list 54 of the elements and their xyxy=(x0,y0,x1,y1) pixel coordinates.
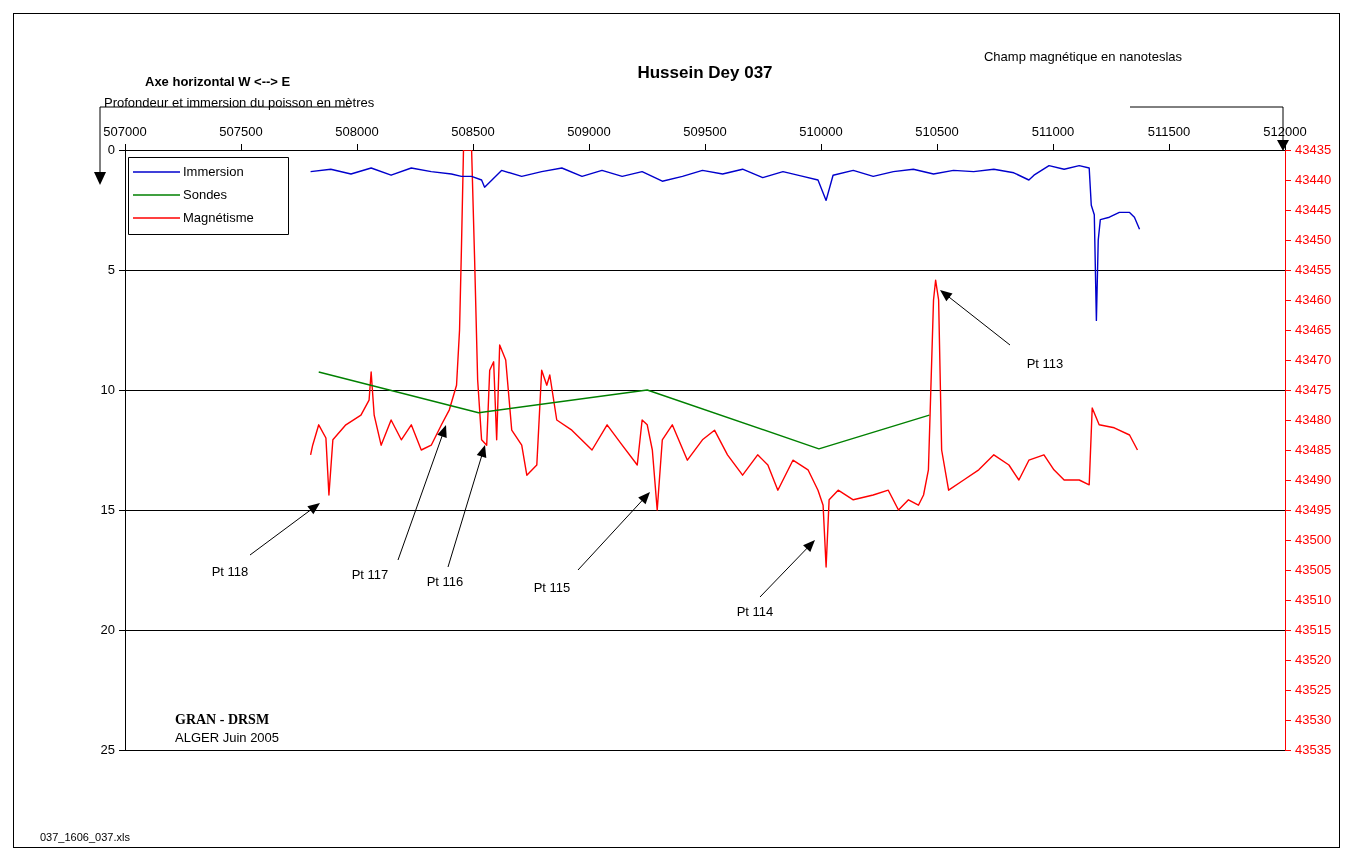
y2-tick-label: 43445 xyxy=(1295,201,1332,217)
y2-tick-label: 43505 xyxy=(1295,561,1332,577)
x-tick-label: 511000 xyxy=(1031,123,1075,139)
y2-tick-label: 43535 xyxy=(1295,741,1332,757)
y-tick-label: 5 xyxy=(107,261,115,277)
x-tick-label: 507000 xyxy=(103,123,147,139)
y2-tick-label: 43455 xyxy=(1295,261,1332,277)
chart-title: Hussein Dey 037 xyxy=(637,62,773,82)
legend-label: Sondes xyxy=(183,186,228,202)
y2-tick-label: 43530 xyxy=(1295,711,1332,727)
y-axis-title: Profondeur et immersion du poisson en mètres xyxy=(104,94,375,110)
y2-tick-label: 43490 xyxy=(1295,471,1332,487)
y2-axis-title: Champ magnétique en nanoteslas xyxy=(983,48,1183,64)
y2-tick-label: 43485 xyxy=(1295,441,1332,457)
x-tick-label: 509500 xyxy=(683,123,727,139)
y2-tick-label: 43500 xyxy=(1295,531,1332,547)
x-tick-label: 509000 xyxy=(567,123,611,139)
x-tick-label: 508000 xyxy=(335,123,379,139)
y-tick-label: 25 xyxy=(100,741,115,757)
x-tick-label: 512000 xyxy=(1263,123,1307,139)
annotation: ALGER Juin 2005 xyxy=(175,729,280,745)
y-tick-label: 15 xyxy=(100,501,115,517)
y2-tick-label: 43465 xyxy=(1295,321,1332,337)
x-tick-label: 510000 xyxy=(799,123,843,139)
y-tick-label: 0 xyxy=(107,141,115,157)
legend-label: Magnétisme xyxy=(183,209,254,225)
annotation: Pt 116 xyxy=(426,573,464,589)
legend-label: Immersion xyxy=(183,163,244,179)
annotation: Pt 118 xyxy=(211,563,249,579)
x-tick-label: 507500 xyxy=(219,123,263,139)
y2-tick-label: 43510 xyxy=(1295,591,1332,607)
annotation: Pt 115 xyxy=(533,579,571,595)
y2-tick-label: 43475 xyxy=(1295,381,1332,397)
annotation: GRAN - DRSM xyxy=(175,711,270,727)
annotation: Pt 113 xyxy=(1026,355,1064,371)
y2-tick-label: 43495 xyxy=(1295,501,1332,517)
y2-tick-label: 43520 xyxy=(1295,651,1332,667)
annotation: Pt 114 xyxy=(736,603,774,619)
y2-tick-label: 43440 xyxy=(1295,171,1332,187)
annotation: Pt 117 xyxy=(351,566,389,582)
y2-tick-label: 43470 xyxy=(1295,351,1332,367)
y2-tick-label: 43460 xyxy=(1295,291,1332,307)
y2-tick-label: 43515 xyxy=(1295,621,1332,637)
x-tick-label: 511500 xyxy=(1147,123,1191,139)
text: 037_1606_037.xls xyxy=(40,831,131,844)
y2-tick-label: 43435 xyxy=(1295,141,1332,157)
x-tick-label: 508500 xyxy=(451,123,495,139)
y2-tick-label: 43450 xyxy=(1295,231,1332,247)
y2-tick-label: 43480 xyxy=(1295,411,1332,427)
y-tick-label: 10 xyxy=(100,381,115,397)
y2-tick-label: 43525 xyxy=(1295,681,1332,697)
x-axis-title: Axe horizontal W <--> E xyxy=(145,73,291,89)
y-tick-label: 20 xyxy=(100,621,115,637)
x-tick-label: 510500 xyxy=(915,123,959,139)
